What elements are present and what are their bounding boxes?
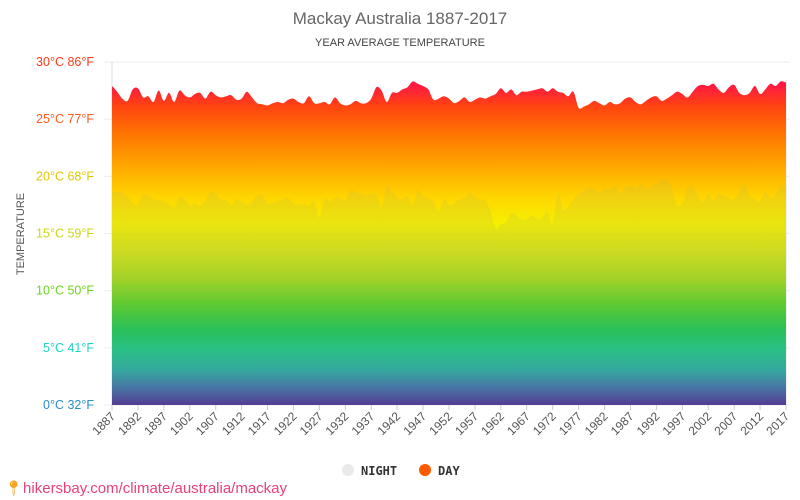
x-tick-label: 1982 bbox=[582, 409, 611, 438]
x-tick-label: 1887 bbox=[89, 409, 118, 438]
source-link[interactable]: 📍︎hikersbay.com/climate/australia/mackay bbox=[4, 479, 287, 497]
legend-marker-night bbox=[342, 464, 354, 476]
x-tick-label: 1967 bbox=[504, 409, 533, 438]
chart-subtitle: YEAR AVERAGE TEMPERATURE bbox=[315, 37, 485, 49]
x-tick-label: 1912 bbox=[219, 409, 248, 438]
x-tick-label: 2007 bbox=[711, 409, 740, 438]
x-tick-label: 1947 bbox=[400, 409, 429, 438]
x-tick-label: 1997 bbox=[660, 409, 689, 438]
x-tick-label: 1917 bbox=[245, 409, 274, 438]
y-axis-title: TEMPERATURE bbox=[15, 193, 27, 275]
y-tick-label: 10°C 50°F bbox=[36, 284, 94, 298]
x-tick-label: 1972 bbox=[530, 409, 559, 438]
x-tick-label: 1952 bbox=[426, 409, 455, 438]
x-tick-label: 1942 bbox=[374, 409, 403, 438]
map-pin-icon: 📍︎ bbox=[4, 480, 24, 497]
x-tick-label: 2002 bbox=[686, 409, 715, 438]
legend: NIGHT DAY bbox=[342, 464, 460, 478]
legend-item-night[interactable]: NIGHT bbox=[342, 464, 397, 478]
legend-item-day[interactable]: DAY bbox=[419, 464, 460, 478]
night-temperature-area bbox=[112, 179, 786, 405]
x-tick-label: 1922 bbox=[271, 409, 300, 438]
x-tick-label: 1937 bbox=[349, 409, 378, 438]
y-tick-label: 0°C 32°F bbox=[43, 398, 94, 412]
legend-label-day: DAY bbox=[438, 464, 460, 478]
x-tick-label: 1897 bbox=[141, 409, 170, 438]
x-tick-label: 1962 bbox=[478, 409, 507, 438]
x-tick-label: 1907 bbox=[193, 409, 222, 438]
x-tick-label: 2017 bbox=[763, 409, 792, 438]
y-tick-label: 5°C 41°F bbox=[43, 341, 94, 355]
day-temperature-area bbox=[112, 81, 786, 406]
y-tick-label: 20°C 68°F bbox=[36, 169, 94, 183]
x-tick-label: 1927 bbox=[297, 409, 326, 438]
y-tick-label: 30°C 86°F bbox=[36, 55, 94, 69]
x-tick-label: 1902 bbox=[167, 409, 196, 438]
x-tick-label: 1892 bbox=[115, 409, 144, 438]
chart-title: Mackay Australia 1887-2017 bbox=[293, 9, 508, 28]
y-tick-label: 15°C 59°F bbox=[36, 227, 94, 241]
x-tick-label: 2012 bbox=[737, 409, 766, 438]
x-tick-label: 1957 bbox=[452, 409, 481, 438]
legend-marker-day bbox=[419, 464, 431, 476]
x-tick-label: 1977 bbox=[556, 409, 585, 438]
source-url: hikersbay.com/climate/australia/mackay bbox=[23, 480, 288, 497]
x-tick-label: 1987 bbox=[608, 409, 637, 438]
x-tick-label: 1992 bbox=[634, 409, 663, 438]
x-tick-label: 1932 bbox=[323, 409, 352, 438]
legend-label-night: NIGHT bbox=[361, 464, 397, 478]
y-tick-label: 25°C 77°F bbox=[36, 112, 94, 126]
